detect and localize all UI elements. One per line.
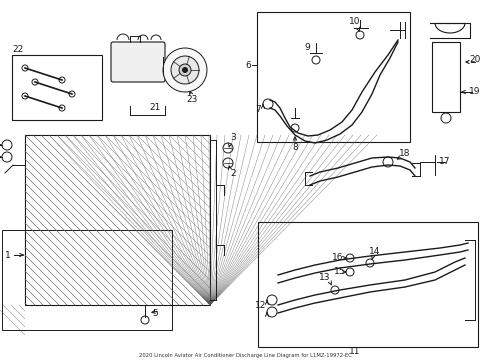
Text: 12: 12 [255,302,267,310]
Circle shape [223,143,233,153]
Circle shape [263,99,273,109]
Text: 13: 13 [319,274,331,283]
Circle shape [267,307,277,317]
FancyBboxPatch shape [111,42,165,82]
Circle shape [69,91,75,97]
Circle shape [59,105,65,111]
Bar [432,42,460,112]
Text: 18: 18 [399,148,411,158]
Text: 15: 15 [334,267,346,276]
Text: 16: 16 [332,253,344,262]
Circle shape [2,140,12,150]
Circle shape [356,31,364,39]
Circle shape [223,158,233,168]
Circle shape [59,77,65,83]
Text: 22: 22 [12,45,24,54]
Circle shape [331,286,339,294]
Text: 11: 11 [349,347,361,356]
Text: 2020 Lincoln Aviator Air Conditioner Discharge Line Diagram for L1MZ-19972-EC: 2020 Lincoln Aviator Air Conditioner Dis… [139,353,351,358]
Text: 21: 21 [149,104,161,112]
Circle shape [291,124,299,132]
Circle shape [346,268,354,276]
Circle shape [441,113,451,123]
Text: 23: 23 [186,95,197,104]
Circle shape [346,254,354,262]
Bar [25,135,210,305]
Text: 19: 19 [469,87,481,96]
Text: 20: 20 [469,55,481,64]
Circle shape [22,93,28,99]
Text: 2: 2 [230,168,236,177]
Text: 10: 10 [349,18,361,27]
Bar [257,12,410,142]
Text: 9: 9 [304,42,310,51]
Circle shape [22,65,28,71]
Circle shape [366,259,374,267]
Text: 3: 3 [230,134,236,143]
Circle shape [141,316,149,324]
Circle shape [179,64,191,76]
Text: 6: 6 [245,60,251,69]
Text: 1: 1 [5,251,11,260]
Text: 5: 5 [152,309,158,318]
Bar [12,55,102,120]
Circle shape [163,48,207,92]
Circle shape [267,295,277,305]
Circle shape [182,68,188,72]
Text: 8: 8 [292,144,298,153]
Text: 7: 7 [255,105,261,114]
Circle shape [32,79,38,85]
Circle shape [312,56,320,64]
Circle shape [2,152,12,162]
Text: 14: 14 [369,248,381,256]
Text: 17: 17 [439,158,451,166]
Circle shape [383,157,393,167]
Bar [2,230,172,330]
Circle shape [171,56,199,84]
Bar [258,222,478,347]
